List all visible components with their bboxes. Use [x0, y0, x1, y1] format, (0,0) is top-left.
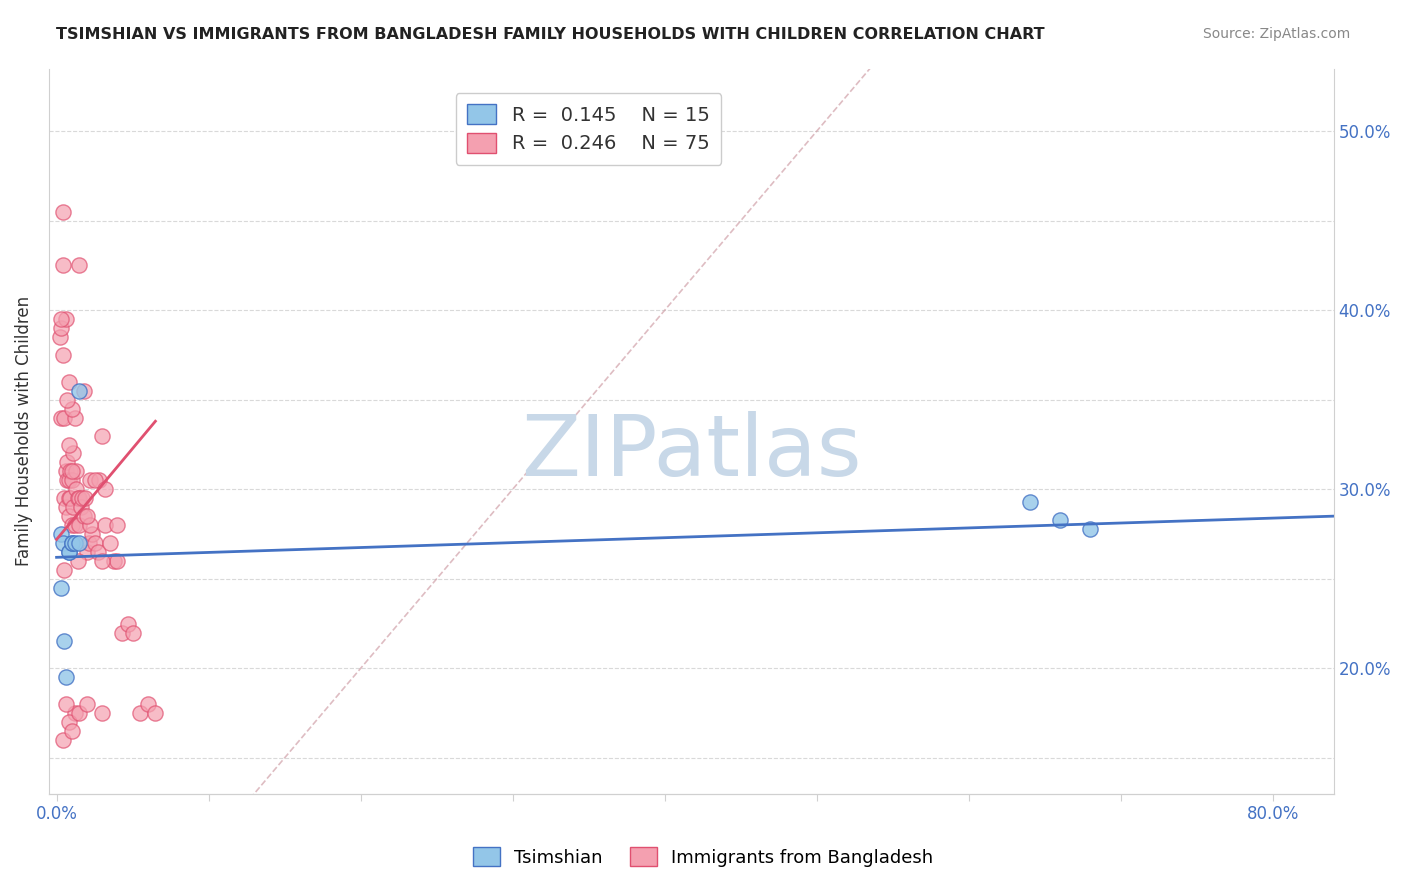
Point: [121, 625, 143, 640]
Point: [65, 464, 87, 478]
Point: [58, 545, 80, 559]
Point: [76, 697, 98, 711]
Point: [60, 536, 83, 550]
Y-axis label: Family Households with Children: Family Households with Children: [15, 296, 32, 566]
Point: [55, 500, 77, 515]
Point: [60, 401, 83, 416]
Point: [62, 500, 84, 515]
Point: [73, 384, 96, 398]
Point: [52, 733, 75, 747]
Point: [53, 491, 76, 506]
Point: [80, 527, 103, 541]
Point: [94, 483, 117, 497]
Point: [91, 428, 114, 442]
Point: [60, 518, 83, 533]
Point: [56, 392, 79, 407]
Text: TSIMSHIAN VS IMMIGRANTS FROM BANGLADESH FAMILY HOUSEHOLDS WITH CHILDREN CORRELAT: TSIMSHIAN VS IMMIGRANTS FROM BANGLADESH …: [56, 27, 1045, 42]
Point: [136, 697, 159, 711]
Point: [58, 491, 80, 506]
Point: [83, 473, 105, 487]
Point: [103, 554, 125, 568]
Point: [79, 473, 101, 487]
Point: [53, 563, 76, 577]
Point: [1049, 513, 1071, 527]
Point: [60, 464, 83, 478]
Point: [55, 670, 77, 684]
Legend: R =  0.145    N = 15, R =  0.246    N = 75: R = 0.145 N = 15, R = 0.246 N = 75: [456, 93, 721, 165]
Point: [86, 545, 108, 559]
Point: [105, 554, 128, 568]
Point: [49, 312, 72, 326]
Point: [111, 625, 134, 640]
Point: [62, 446, 84, 460]
Point: [67, 706, 90, 720]
Point: [58, 473, 80, 487]
Point: [60, 473, 83, 487]
Point: [105, 518, 128, 533]
Point: [53, 410, 76, 425]
Point: [67, 384, 90, 398]
Point: [63, 536, 86, 550]
Point: [76, 509, 98, 524]
Point: [77, 536, 100, 550]
Point: [55, 312, 77, 326]
Point: [58, 509, 80, 524]
Point: [72, 491, 94, 506]
Point: [83, 536, 105, 550]
Point: [52, 536, 75, 550]
Point: [56, 455, 79, 469]
Point: [49, 321, 72, 335]
Point: [49, 410, 72, 425]
Point: [75, 491, 97, 506]
Text: Source: ZipAtlas.com: Source: ZipAtlas.com: [1202, 27, 1350, 41]
Point: [55, 697, 77, 711]
Point: [66, 491, 89, 506]
Point: [63, 518, 86, 533]
Point: [52, 204, 75, 219]
Point: [53, 634, 76, 648]
Point: [91, 554, 114, 568]
Point: [1018, 495, 1040, 509]
Point: [67, 259, 90, 273]
Text: ZIPatlas: ZIPatlas: [522, 411, 862, 494]
Point: [63, 410, 86, 425]
Point: [59, 464, 82, 478]
Point: [58, 714, 80, 729]
Point: [48, 330, 70, 344]
Point: [59, 491, 82, 506]
Point: [55, 464, 77, 478]
Point: [145, 706, 167, 720]
Point: [76, 545, 98, 559]
Point: [52, 259, 75, 273]
Point: [58, 545, 80, 559]
Point: [66, 554, 89, 568]
Point: [67, 536, 90, 550]
Point: [91, 706, 114, 720]
Point: [94, 518, 117, 533]
Point: [67, 491, 90, 506]
Point: [73, 509, 96, 524]
Point: [67, 518, 90, 533]
Legend: Tsimshian, Immigrants from Bangladesh: Tsimshian, Immigrants from Bangladesh: [465, 840, 941, 874]
Point: [49, 527, 72, 541]
Point: [1080, 522, 1102, 536]
Point: [49, 581, 72, 595]
Point: [98, 536, 121, 550]
Point: [60, 724, 83, 739]
Point: [79, 518, 101, 533]
Point: [60, 536, 83, 550]
Point: [58, 375, 80, 389]
Point: [52, 348, 75, 362]
Point: [129, 706, 152, 720]
Point: [63, 706, 86, 720]
Point: [56, 473, 79, 487]
Point: [58, 437, 80, 451]
Point: [117, 616, 139, 631]
Point: [70, 500, 93, 515]
Point: [65, 483, 87, 497]
Point: [89, 473, 111, 487]
